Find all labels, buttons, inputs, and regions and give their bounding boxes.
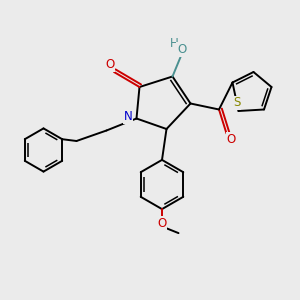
Text: O: O	[105, 58, 114, 71]
Text: O: O	[158, 217, 166, 230]
Text: N: N	[124, 110, 133, 124]
Text: O: O	[226, 133, 236, 146]
Text: O: O	[177, 43, 186, 56]
Text: S: S	[233, 96, 241, 109]
Text: H: H	[169, 37, 178, 50]
